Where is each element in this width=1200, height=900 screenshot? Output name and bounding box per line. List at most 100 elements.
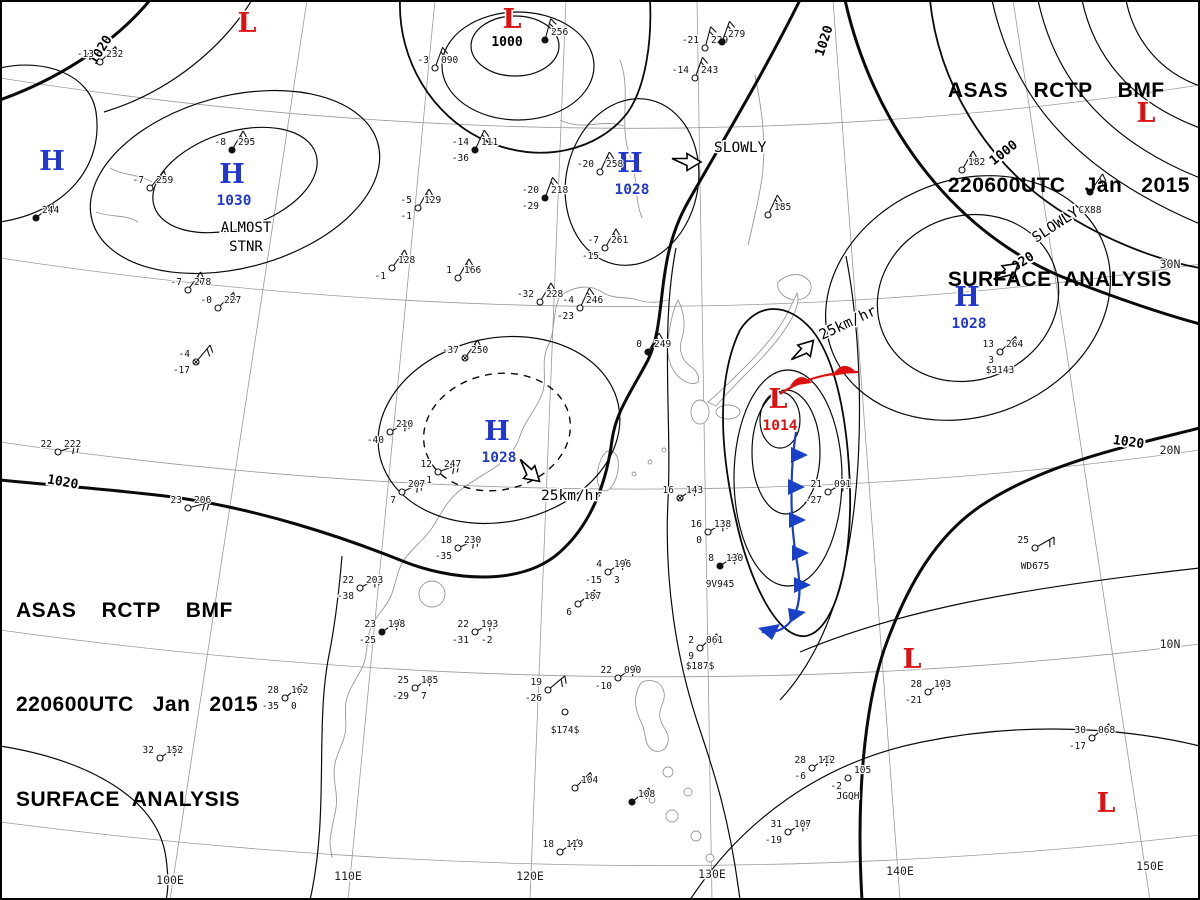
station-circle-icon bbox=[1086, 188, 1094, 196]
station-value: 13 bbox=[983, 339, 994, 350]
station-value: 210 bbox=[396, 419, 413, 430]
station-value: 230 bbox=[464, 535, 481, 546]
station-value: -5 bbox=[401, 195, 412, 206]
station-value: 28 bbox=[795, 755, 807, 766]
station-circle-icon bbox=[454, 274, 462, 282]
station-circle-icon bbox=[958, 166, 966, 174]
station-value: 22 bbox=[458, 619, 469, 630]
station-value: -20 bbox=[577, 159, 594, 170]
station-circle-icon bbox=[471, 146, 479, 154]
station-circle-icon bbox=[924, 688, 932, 696]
longitude-label: 110E bbox=[334, 869, 362, 883]
motion-arrow-icon bbox=[993, 262, 1020, 281]
station-value: -23 bbox=[557, 311, 574, 322]
station-value: 196 bbox=[614, 559, 631, 570]
station-circle-icon bbox=[184, 286, 192, 294]
station-value: -7 bbox=[133, 175, 144, 186]
station-plot: 22 090 -10 bbox=[594, 664, 643, 693]
station-plot: 279 bbox=[718, 20, 747, 46]
station-value: 107 bbox=[794, 819, 811, 830]
station-plot: -7 261 -15 bbox=[581, 228, 630, 263]
low-pressure-symbol: L bbox=[903, 644, 922, 675]
station-circle-icon bbox=[824, 488, 832, 496]
pressure-value: 1028 bbox=[615, 182, 650, 198]
station-circle-icon bbox=[214, 304, 222, 312]
station-value: 261 bbox=[611, 235, 628, 246]
station-plot: 32 152 bbox=[141, 744, 184, 762]
station-value: 206 bbox=[194, 495, 211, 506]
station-value: 278 bbox=[194, 277, 211, 288]
station-plot: 1 166 bbox=[445, 258, 483, 282]
station-plot: 185 bbox=[764, 194, 792, 219]
station-value: 19 bbox=[531, 677, 543, 688]
station-value: -15 bbox=[585, 575, 602, 586]
station-value: 28 bbox=[268, 685, 280, 696]
motion-label: SLOWLY bbox=[714, 140, 767, 156]
isobar-label: 1000 bbox=[491, 35, 522, 50]
station-plot: 104 bbox=[571, 772, 600, 792]
isobar-label: 1020 bbox=[46, 472, 80, 492]
station-value: -0 bbox=[201, 295, 213, 306]
motion-label: 25km/hr bbox=[541, 488, 602, 504]
title-block-top-right: ASAS RCTP BMF 220600UTC Jan 2015 SURFACE… bbox=[948, 12, 1190, 359]
station-plot: 25 WD675 bbox=[1016, 534, 1055, 573]
station-value: 25 bbox=[1018, 535, 1029, 546]
station-value: 247 bbox=[444, 459, 461, 470]
station-value: -19 bbox=[765, 835, 782, 846]
station-circle-icon bbox=[604, 568, 612, 576]
station-circle-icon bbox=[454, 544, 462, 552]
title-block-bottom-left: ASAS RCTP BMF 220600UTC Jan 2015 SURFACE… bbox=[16, 532, 258, 879]
station-circle-icon bbox=[96, 58, 104, 66]
title-line-1: ASAS RCTP BMF bbox=[16, 598, 233, 622]
station-plot: -8 295 bbox=[213, 130, 256, 154]
station-plot: 13 264 3$3143 bbox=[981, 336, 1025, 377]
station-circle-icon bbox=[701, 44, 709, 52]
station-value: 061 bbox=[706, 635, 723, 646]
station-circle-icon bbox=[386, 428, 394, 436]
station-circle-icon bbox=[541, 36, 549, 44]
station-circle-icon bbox=[996, 348, 1004, 356]
station-value: -21 bbox=[905, 695, 922, 706]
station-value: -17 bbox=[1069, 741, 1086, 752]
station-value: 32 bbox=[143, 745, 154, 756]
latitude-label: 20N bbox=[1160, 443, 1181, 457]
low-pressure-symbol: L bbox=[503, 4, 522, 35]
station-value: 207 bbox=[408, 479, 425, 490]
station-circle-icon bbox=[32, 214, 40, 222]
station-value: 246 bbox=[586, 295, 603, 306]
low-pressure-symbol: L bbox=[238, 8, 257, 39]
station-value: 198 bbox=[388, 619, 405, 630]
station-value: -1 bbox=[401, 211, 413, 222]
station-plot: -7 259 bbox=[131, 170, 175, 192]
station-circle-icon bbox=[184, 504, 192, 512]
motion-arrow-icon bbox=[519, 458, 541, 483]
station-value: -15 bbox=[582, 251, 599, 262]
station-value: -40 bbox=[367, 435, 384, 446]
station-value: -25 bbox=[359, 635, 376, 646]
station-circle-icon bbox=[378, 628, 386, 636]
station-circle-icon bbox=[696, 644, 704, 652]
station-value: 108 bbox=[638, 789, 655, 800]
station-circle-icon bbox=[156, 754, 164, 762]
station-circle-icon bbox=[471, 628, 479, 636]
station-value: 7 bbox=[421, 691, 427, 702]
station-circle-icon bbox=[644, 348, 652, 356]
motion-note: ALMOST bbox=[221, 220, 272, 236]
low-pressure-symbol: L bbox=[1137, 98, 1156, 129]
station-value: 091 bbox=[834, 479, 851, 490]
station-value: 23 bbox=[365, 619, 376, 630]
station-value: 256 bbox=[551, 27, 568, 38]
station-plot: -7 278 bbox=[169, 271, 213, 294]
station-value: 0 bbox=[291, 701, 297, 712]
title-line-3: SURFACE ANALYSIS bbox=[16, 787, 240, 811]
title-line-1: ASAS RCTP BMF bbox=[947, 79, 1165, 102]
station-value: 295 bbox=[238, 137, 255, 148]
station-value: -17 bbox=[173, 365, 190, 376]
station-plot: -5 129 -1 bbox=[399, 188, 443, 223]
station-value: 228 bbox=[546, 289, 563, 300]
station-value: -35 bbox=[262, 701, 279, 712]
station-circle-icon bbox=[281, 694, 289, 702]
station-id: 9V945 bbox=[706, 579, 735, 590]
